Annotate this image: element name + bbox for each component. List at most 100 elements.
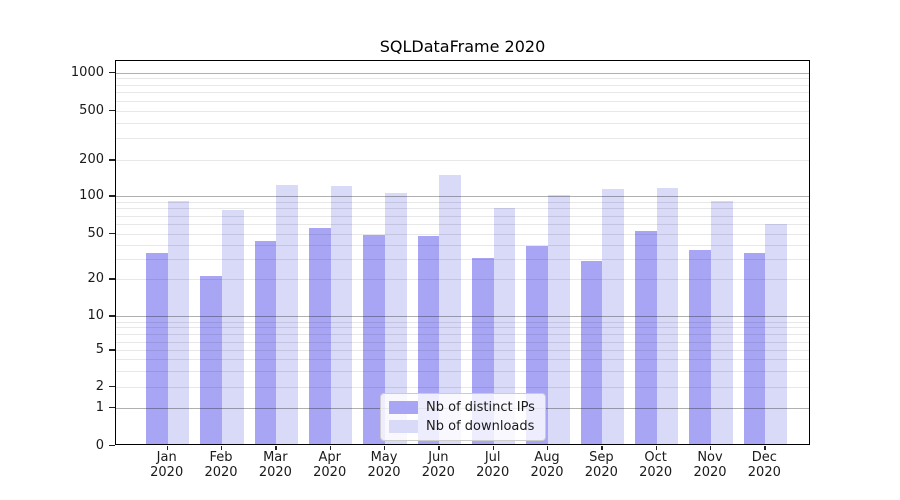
x-tick-label-mar: Mar 2020 bbox=[258, 450, 292, 480]
legend-label-0: Nb of distinct IPs bbox=[426, 400, 535, 415]
bar-downloads-mar bbox=[276, 184, 299, 444]
y-tick-label-10: 10 bbox=[87, 308, 104, 324]
bar-ips-jun bbox=[417, 236, 440, 444]
x-tick-mark bbox=[601, 446, 603, 450]
bar-ips-nov bbox=[689, 249, 711, 444]
y-tick-label-1000: 1000 bbox=[70, 64, 104, 80]
bar-ips-apr bbox=[308, 227, 331, 444]
gridline-minor bbox=[116, 84, 809, 86]
gridline-minor bbox=[116, 78, 809, 80]
y-tick-label-5: 5 bbox=[95, 342, 104, 358]
gridline-minor bbox=[116, 208, 809, 210]
bar-ips-may bbox=[363, 235, 385, 444]
y-tick-mark bbox=[109, 71, 115, 73]
x-tick-label-nov: Nov 2020 bbox=[693, 450, 727, 480]
y-tick-label-0: 0 bbox=[95, 437, 104, 453]
x-tick-mark bbox=[764, 446, 766, 450]
y-tick-label-50: 50 bbox=[87, 225, 104, 241]
bar-ips-oct bbox=[634, 230, 657, 444]
bar-downloads-jul bbox=[493, 208, 516, 444]
gridline-minor bbox=[116, 233, 809, 235]
x-tick-label-jul: Jul 2020 bbox=[476, 450, 510, 480]
y-tick-mark bbox=[109, 195, 115, 197]
y-tick-mark bbox=[109, 109, 115, 111]
x-tick-label-apr: Apr 2020 bbox=[313, 450, 347, 480]
gridline-minor bbox=[116, 386, 809, 388]
y-tick-label-20: 20 bbox=[87, 271, 104, 287]
x-tick-mark bbox=[329, 446, 331, 450]
gridline-minor bbox=[116, 279, 809, 281]
gridline-minor bbox=[116, 370, 809, 372]
gridline-minor bbox=[116, 138, 809, 140]
y-tick-mark bbox=[109, 444, 115, 446]
x-tick-mark bbox=[710, 446, 712, 450]
x-tick-mark bbox=[547, 446, 549, 450]
gridline-minor bbox=[116, 215, 809, 217]
gridline-minor bbox=[116, 359, 809, 361]
y-tick-mark bbox=[109, 315, 115, 317]
bar-downloads-dec bbox=[765, 224, 788, 444]
x-tick-mark bbox=[492, 446, 494, 450]
gridline-minor bbox=[116, 122, 809, 124]
bar-ips-mar bbox=[254, 240, 277, 444]
y-tick-label-200: 200 bbox=[79, 152, 104, 168]
gridline-minor bbox=[116, 341, 809, 343]
chart-title: SQLDataFrame 2020 bbox=[379, 37, 546, 56]
legend-swatch-0 bbox=[389, 401, 418, 414]
y-tick-label-2: 2 bbox=[95, 378, 104, 394]
x-tick-mark bbox=[438, 446, 440, 450]
y-tick-label-100: 100 bbox=[79, 188, 104, 204]
bar-downloads-sep bbox=[602, 189, 625, 444]
gridline-minor bbox=[116, 223, 809, 225]
y-tick-mark bbox=[109, 349, 115, 351]
bar-downloads-feb bbox=[222, 209, 244, 444]
gridline-major-10 bbox=[116, 316, 809, 318]
x-tick-label-dec: Dec 2020 bbox=[747, 450, 781, 480]
bar-ips-jan bbox=[146, 252, 168, 444]
x-tick-label-jun: Jun 2020 bbox=[421, 450, 455, 480]
gridline-minor bbox=[116, 327, 809, 329]
y-tick-label-1: 1 bbox=[95, 399, 104, 415]
x-tick-mark bbox=[166, 446, 168, 450]
y-tick-mark bbox=[109, 385, 115, 387]
y-tick-label-500: 500 bbox=[79, 102, 104, 118]
bar-downloads-jan bbox=[167, 200, 190, 444]
bar-downloads-apr bbox=[330, 185, 353, 444]
bar-downloads-may bbox=[385, 193, 407, 444]
x-tick-label-may: May 2020 bbox=[367, 450, 401, 480]
x-tick-label-feb: Feb 2020 bbox=[204, 450, 238, 480]
x-tick-mark bbox=[221, 446, 223, 450]
y-tick-mark bbox=[109, 406, 115, 408]
bar-downloads-oct bbox=[656, 188, 679, 444]
bar-ips-feb bbox=[200, 275, 223, 444]
gridline-minor bbox=[116, 92, 809, 94]
legend: Nb of distinct IPs Nb of downloads bbox=[380, 393, 546, 441]
bar-downloads-jun bbox=[439, 174, 462, 444]
legend-label-1: Nb of downloads bbox=[426, 419, 535, 434]
bar-ips-dec bbox=[743, 252, 766, 444]
y-tick-mark bbox=[109, 159, 115, 161]
gridline-minor bbox=[116, 321, 809, 323]
x-tick-label-jan: Jan 2020 bbox=[150, 450, 184, 480]
bar-ips-sep bbox=[580, 261, 603, 444]
legend-item-distinct-ips: Nb of distinct IPs bbox=[389, 400, 535, 415]
x-tick-mark bbox=[384, 446, 386, 450]
x-tick-mark bbox=[655, 446, 657, 450]
bar-downloads-aug bbox=[548, 194, 570, 444]
gridline-major-1000 bbox=[116, 72, 809, 74]
gridline-minor bbox=[116, 100, 809, 102]
gridline-minor bbox=[116, 350, 809, 352]
gridline-minor bbox=[116, 333, 809, 335]
gridline-minor bbox=[116, 259, 809, 261]
gridline-major-100 bbox=[116, 196, 809, 198]
x-tick-mark bbox=[275, 446, 277, 450]
x-tick-label-sep: Sep 2020 bbox=[584, 450, 618, 480]
gridline-minor bbox=[116, 160, 809, 162]
y-tick-mark bbox=[109, 278, 115, 280]
gridline-minor bbox=[116, 110, 809, 112]
y-tick-mark bbox=[109, 232, 115, 234]
x-tick-label-oct: Oct 2020 bbox=[639, 450, 673, 480]
legend-item-downloads: Nb of downloads bbox=[389, 419, 535, 434]
legend-swatch-1 bbox=[389, 420, 418, 433]
